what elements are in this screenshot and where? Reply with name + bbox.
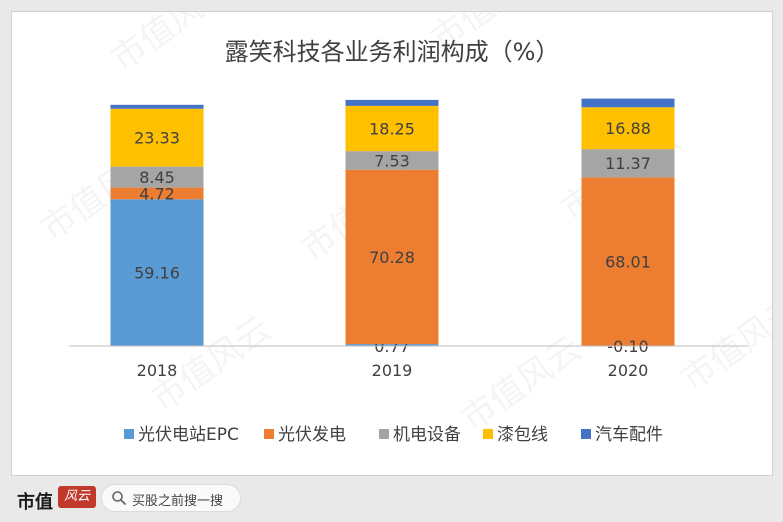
legend: 光伏电站EPC 光伏发电 机电设备 漆包线 汽车配件 (124, 425, 663, 445)
data-label: 68.01 (605, 253, 651, 272)
bar-segment (345, 169, 439, 345)
watermark-text: 市值风云 (454, 329, 588, 440)
bar-segment (581, 149, 675, 178)
data-label: 59.16 (134, 264, 180, 283)
data-label: 16.88 (605, 119, 651, 138)
bar-segment (110, 104, 204, 109)
legend-item: 机电设备 (379, 425, 461, 445)
watermark-text: 市值风云 (104, 12, 238, 79)
footer: 市值 风云 买股之前搜一搜 (0, 474, 783, 522)
legend-item: 汽车配件 (581, 425, 663, 445)
brand-name: 市值 (17, 492, 53, 513)
bar-segment (581, 107, 675, 150)
bar-segment (345, 99, 439, 106)
chart-card: 市值风云市值风云市值风云市值风云市值风云市值风云市值风云市值风云 露笑科技各业务… (11, 11, 773, 476)
bar-segment (110, 187, 204, 200)
legend-label: 光伏发电 (278, 425, 346, 445)
data-label: 23.33 (134, 129, 180, 148)
legend-item: 光伏电站EPC (124, 425, 239, 445)
data-label: 18.25 (369, 119, 415, 138)
legend-swatch (124, 429, 134, 439)
search-placeholder: 买股之前搜一搜 (132, 494, 224, 509)
legend-label: 漆包线 (497, 425, 548, 445)
bar-segment (581, 177, 675, 346)
bar-segment (345, 151, 439, 170)
legend-label: 机电设备 (393, 425, 461, 445)
chart-title: 露笑科技各业务利润构成（%） (225, 38, 560, 66)
legend-label: 光伏电站EPC (138, 425, 239, 445)
data-label: 11.37 (605, 154, 651, 173)
bar-segment (110, 108, 204, 167)
bar-segment (581, 98, 675, 108)
legend-item: 漆包线 (483, 425, 548, 445)
legend-swatch (483, 429, 493, 439)
legend-swatch (264, 429, 274, 439)
data-label: 7.53 (374, 151, 410, 170)
x-tick-label: 2020 (608, 361, 649, 380)
search-box[interactable]: 买股之前搜一搜 (101, 484, 241, 512)
legend-swatch (379, 429, 389, 439)
search-icon (112, 491, 126, 505)
data-label: 4.72 (139, 184, 175, 203)
bar-segment (110, 199, 204, 346)
x-tick-label: 2018 (137, 361, 178, 380)
x-tick-labels: 2018 2019 2020 (137, 361, 649, 380)
watermark-text: 市值风云 (674, 289, 772, 400)
data-label: 70.28 (369, 248, 415, 267)
data-label: 8.45 (139, 168, 175, 187)
legend-label: 汽车配件 (595, 425, 663, 445)
legend-swatch (581, 429, 591, 439)
bars: 59.164.728.4523.330.7770.287.5318.2568.0… (110, 98, 675, 356)
bar-segment (345, 344, 439, 346)
x-tick-label: 2019 (372, 361, 413, 380)
brand-logo: 风云 (58, 486, 96, 508)
bar-segment (110, 166, 204, 188)
legend-item: 光伏发电 (264, 425, 346, 445)
chart: 市值风云市值风云市值风云市值风云市值风云市值风云市值风云市值风云 露笑科技各业务… (34, 12, 772, 445)
bar-segment (345, 105, 439, 152)
